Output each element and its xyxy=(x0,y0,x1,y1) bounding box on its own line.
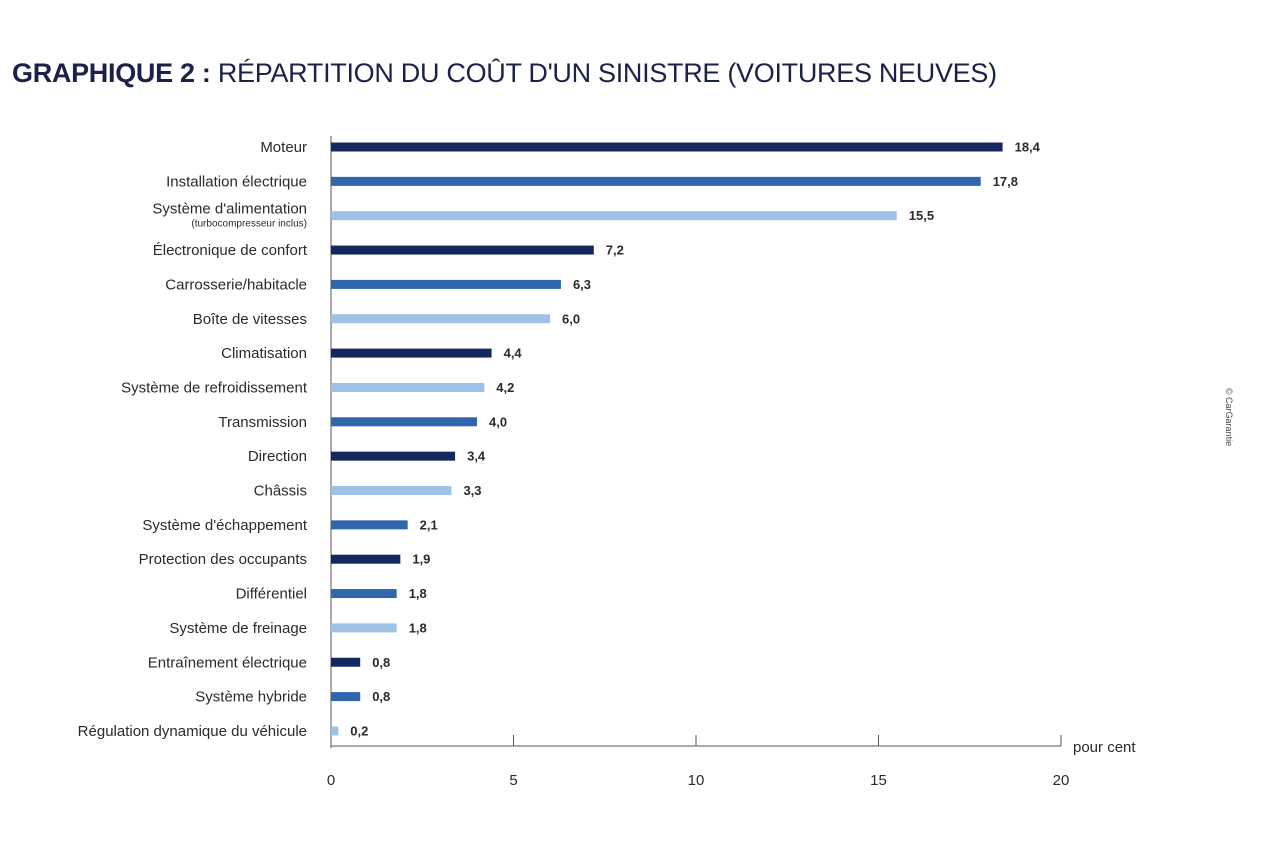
bar xyxy=(331,382,485,392)
bar xyxy=(331,142,1003,152)
category-label: Système d'alimentation xyxy=(152,201,307,218)
category-label: Régulation dynamique du véhicule xyxy=(78,723,307,740)
bar xyxy=(331,692,361,702)
value-label: 0,8 xyxy=(372,689,390,704)
category-label: Moteur xyxy=(260,139,307,156)
value-label: 18,4 xyxy=(1015,140,1041,155)
category-label: Protection des occupants xyxy=(139,551,307,568)
x-tick-label: 10 xyxy=(688,772,705,789)
bar xyxy=(331,348,492,358)
category-label: Boîte de vitesses xyxy=(193,311,307,328)
category-label: Système de freinage xyxy=(169,620,307,637)
category-label: Système d'échappement xyxy=(142,517,307,534)
credit-note: © CarGarantie xyxy=(1222,372,1236,462)
value-label: 4,0 xyxy=(489,414,507,429)
value-label: 17,8 xyxy=(993,174,1018,189)
value-label: 4,4 xyxy=(504,346,523,361)
bar xyxy=(331,589,397,599)
x-tick-label: 20 xyxy=(1053,772,1070,789)
bar xyxy=(331,417,477,427)
category-label: Système de refroidissement xyxy=(121,379,308,396)
value-label: 7,2 xyxy=(606,243,624,258)
category-label: Différentiel xyxy=(236,586,307,603)
bar xyxy=(331,657,361,667)
value-label: 1,8 xyxy=(409,586,427,601)
bar xyxy=(331,176,981,186)
bar xyxy=(331,451,456,461)
value-label: 1,8 xyxy=(409,620,427,635)
value-label: 2,1 xyxy=(420,517,438,532)
value-label: 3,3 xyxy=(463,483,481,498)
category-label: Installation électrique xyxy=(166,173,307,190)
value-label: 1,9 xyxy=(412,552,430,567)
category-label: Électronique de confort xyxy=(153,242,308,259)
category-label: Transmission xyxy=(218,414,307,431)
value-label: 4,2 xyxy=(496,380,514,395)
category-label: Châssis xyxy=(254,483,307,500)
value-label: 0,8 xyxy=(372,655,390,670)
category-label: Système hybride xyxy=(195,689,307,706)
bar xyxy=(331,211,897,221)
chart-title: GRAPHIQUE 2 : RÉPARTITION DU COÛT D'UN S… xyxy=(12,58,997,89)
x-axis-label: pour cent xyxy=(1073,739,1136,756)
bar xyxy=(331,245,594,255)
category-label: Carrosserie/habitacle xyxy=(165,276,307,293)
bar xyxy=(331,279,561,289)
category-sublabel: (turbocompresseur inclus) xyxy=(191,219,307,230)
bar xyxy=(331,486,452,495)
credit-text: © CarGarantie xyxy=(1224,387,1234,447)
value-label: 6,3 xyxy=(573,277,591,292)
value-label: 6,0 xyxy=(562,311,580,326)
x-tick-label: 15 xyxy=(870,772,887,789)
x-tick-label: 0 xyxy=(327,772,335,789)
value-label: 0,2 xyxy=(350,723,368,738)
chart-title-light: RÉPARTITION DU COÛT D'UN SINISTRE (VOITU… xyxy=(217,58,997,88)
bar xyxy=(331,314,550,324)
value-label: 15,5 xyxy=(909,208,934,223)
category-label: Climatisation xyxy=(221,345,307,362)
bar xyxy=(331,623,397,633)
bar xyxy=(331,726,339,736)
chart-title-bold: GRAPHIQUE 2 : xyxy=(12,58,211,88)
bar xyxy=(331,554,401,564)
x-tick-label: 5 xyxy=(509,772,517,789)
bar xyxy=(331,520,408,530)
category-label: Entraînement électrique xyxy=(148,654,307,671)
category-label: Direction xyxy=(248,448,307,465)
value-label: 3,4 xyxy=(467,449,486,464)
